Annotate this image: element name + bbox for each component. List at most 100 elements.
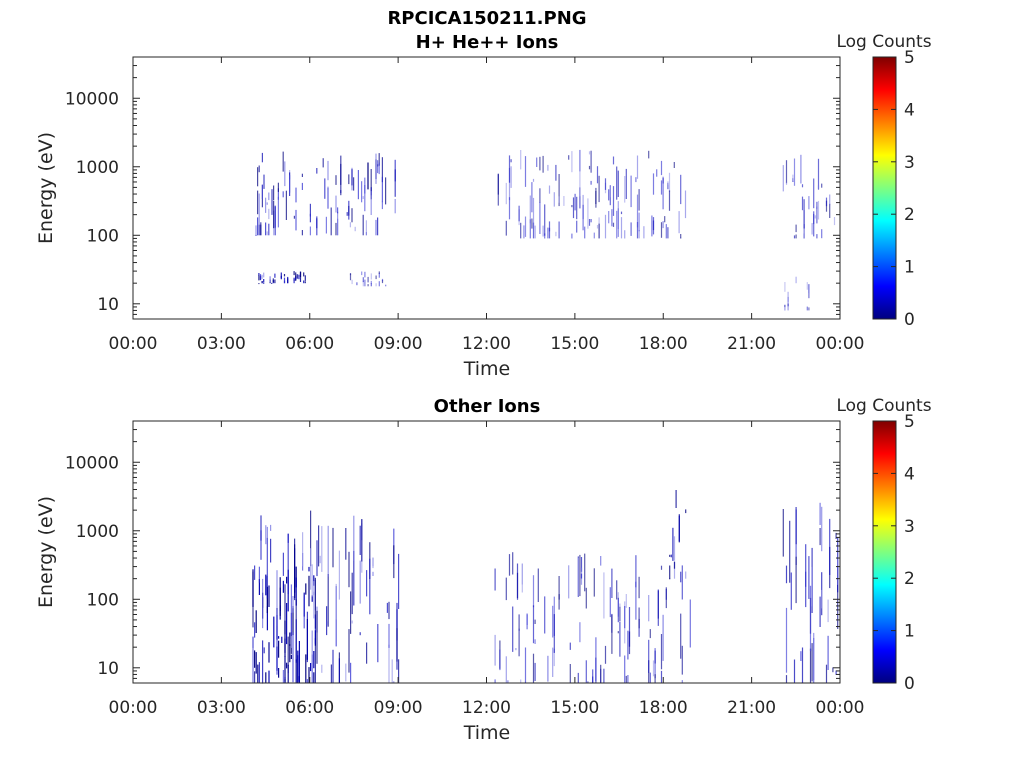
spectrogram-stripe: [299, 271, 302, 278]
spectrogram-stripe: [558, 174, 560, 207]
panel-title: H+ He++ Ions: [416, 32, 559, 53]
spectrogram-stripe: [569, 664, 571, 683]
spectrogram-stripe: [638, 230, 640, 239]
spectrogram-stripe: [819, 596, 821, 627]
colorbar-ticks: 0 1 2 3 4 5: [873, 48, 915, 330]
spectrogram-stripe: [648, 150, 650, 159]
spectrogram-stripe: [584, 226, 586, 239]
spectrogram-stripe: [608, 211, 610, 224]
spectrogram-stripe: [505, 656, 507, 683]
spectrogram-stripe: [283, 274, 286, 277]
spectrogram-stripe: [558, 576, 560, 600]
spectrogram-stripe: [619, 621, 621, 657]
spectrogram-stripe: [252, 647, 254, 683]
spectrogram-stripe: [534, 662, 536, 681]
spectrogram-stripe: [362, 196, 364, 199]
spectrogram-stripe: [252, 571, 254, 628]
x-tick-label: 15:00: [550, 698, 599, 718]
colorbar-tick-label: 2: [904, 569, 915, 589]
spectrogram-stripe: [524, 216, 527, 237]
spectrogram-stripe: [523, 225, 525, 239]
colorbar-tick-label: 5: [904, 412, 915, 432]
spectrogram-stripe: [544, 596, 546, 634]
spectrogram-stripe: [254, 650, 256, 668]
spectrogram-stripe: [793, 235, 796, 239]
spectrogram-stripe: [785, 160, 788, 183]
spectrogram-stripe: [636, 222, 639, 239]
spectrogram-stripe: [284, 679, 286, 682]
x-tick-label: 06:00: [285, 698, 334, 718]
spectrogram-stripe: [619, 606, 621, 621]
spectrogram-stripe: [290, 584, 292, 640]
spectrogram-stripe: [555, 164, 557, 181]
spectrogram-stripe: [378, 281, 380, 287]
spectrogram-stripe: [604, 178, 607, 190]
x-tick-label: 12:00: [462, 698, 511, 718]
spectrogram-stripe: [800, 651, 802, 661]
spectrogram-stripe: [367, 163, 369, 190]
spectrogram-stripe: [789, 520, 791, 583]
spectrogram-stripe: [510, 166, 512, 188]
x-tick-label: 06:00: [285, 334, 334, 354]
spectrogram-stripe: [350, 662, 352, 683]
spectrogram-stripe: [628, 607, 631, 647]
spectrogram-stripe: [587, 681, 589, 683]
spectrogram-stripe: [576, 220, 578, 233]
spectrogram-stripe: [553, 614, 555, 653]
spectrogram-stripe: [370, 191, 372, 215]
spectrogram-stripe: [398, 659, 400, 683]
spectrogram-stripe: [287, 636, 289, 683]
spectrogram-stripe: [609, 587, 611, 618]
spectrogram-stripe: [278, 668, 280, 678]
spectrogram-stripe: [627, 675, 629, 683]
spectrogram-stripe: [638, 607, 640, 629]
spectrogram-stripe: [814, 215, 816, 219]
spectrogram-stripe: [592, 676, 594, 683]
spectrogram-stripe: [785, 675, 788, 683]
spectrogram-stripe: [819, 502, 821, 525]
spectrogram-stripe: [558, 594, 560, 610]
spectrogram-stripe: [588, 165, 591, 170]
spectrogram-stripe: [592, 669, 594, 683]
spectrogram-stripe: [287, 279, 289, 284]
x-tick-label: 09:00: [374, 334, 423, 354]
spectrogram-stripe: [547, 164, 549, 171]
spectrogram-stripe: [600, 664, 602, 683]
spectrogram-stripe: [811, 643, 813, 682]
spectrogram-stripe: [821, 229, 823, 239]
spectrogram-stripe: [372, 557, 374, 567]
spectrogram-stripe: [825, 197, 828, 207]
spectrogram-stripe: [295, 577, 297, 606]
spectrogram-stripe: [649, 672, 651, 683]
spectrogram-stripe: [304, 281, 306, 284]
spectrogram-stripe: [309, 203, 311, 223]
spectrogram-stripe: [494, 679, 496, 683]
spectrogram-stripe: [370, 280, 372, 285]
spectrogram-stripe: [346, 212, 348, 216]
spectrogram-stripe: [318, 525, 320, 567]
spectrogram-stripe: [656, 169, 658, 177]
spectrogram-stripe: [816, 234, 818, 239]
spectrogram-stripe: [313, 581, 315, 619]
spectrogram-stripe: [792, 174, 794, 181]
spectrogram-stripe: [274, 273, 276, 278]
spectrogram-stripe: [662, 221, 664, 229]
spectrogram-stripe: [258, 662, 260, 683]
spectrogram-stripe: [542, 155, 544, 173]
spectrogram-stripe: [611, 209, 613, 227]
spectrogram-stripe: [303, 272, 305, 277]
spectrogram-stripe: [370, 283, 372, 287]
spectrogram-stripe: [568, 565, 570, 599]
spectrogram-stripe: [255, 652, 257, 674]
spectrogram-stripe: [801, 184, 804, 188]
spectrogram-stripe: [638, 212, 640, 232]
spectrogram-stripe: [332, 527, 334, 568]
spectrogram-stripe: [377, 217, 379, 236]
spectrogram-stripe: [590, 150, 592, 173]
spectrogram-stripe: [627, 630, 629, 660]
x-tick-label: 00:00: [109, 698, 158, 718]
spectrogram-stripe: [520, 222, 522, 239]
spectrogram-stripe: [316, 216, 318, 236]
spectrogram-stripe: [784, 282, 786, 292]
spectrogram-stripe: [611, 614, 613, 654]
